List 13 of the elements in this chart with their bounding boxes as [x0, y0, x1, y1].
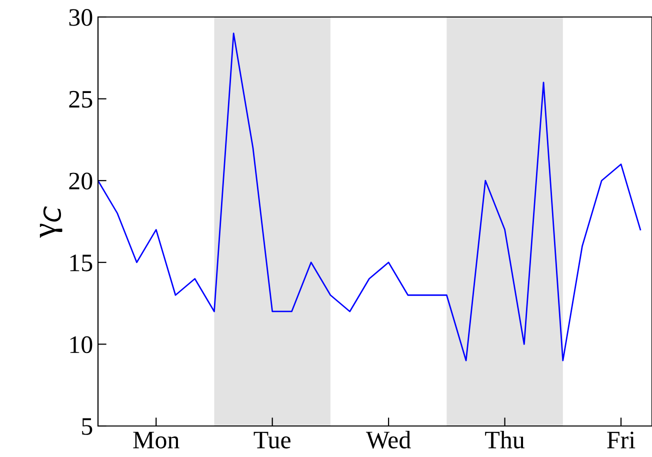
x-tick-label: Tue — [254, 432, 290, 448]
y-tick-label: 10 — [70, 336, 92, 354]
y-tick-label: 30 — [69, 9, 92, 26]
y-axis-title: γ$_{C}$ — [40, 206, 62, 238]
line-series — [98, 32, 642, 362]
y-tick-label: 25 — [69, 90, 92, 108]
x-tick-label: Fri — [607, 432, 636, 448]
y-tick-label: 20 — [69, 172, 92, 190]
y-tick-label: 15 — [70, 254, 92, 272]
x-tick-label: Mon — [133, 432, 180, 448]
x-tick-label: Thu — [485, 430, 524, 448]
y-tick-label: 5 — [82, 418, 92, 435]
x-tick-label: Wed — [366, 430, 411, 449]
